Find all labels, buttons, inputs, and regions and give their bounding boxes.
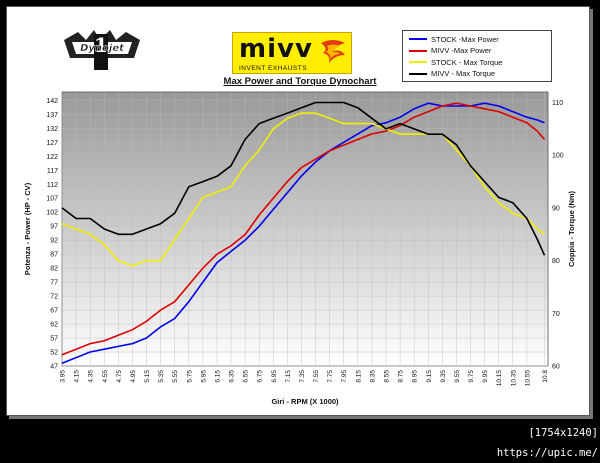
- x-tick-label: 7.35: [299, 370, 306, 383]
- y-tick-label: 127: [46, 140, 58, 147]
- x-tick-label: 6.55: [243, 370, 250, 383]
- legend-label: MIVV - Max Torque: [431, 69, 496, 78]
- y-tick-label: 57: [50, 336, 58, 343]
- y-tick-label: 92: [50, 238, 58, 245]
- legend-swatch: [409, 49, 427, 52]
- legend-item: MIVV -Max Power: [409, 45, 491, 57]
- legend-swatch: [409, 38, 427, 40]
- x-tick-label: 8.35: [369, 370, 376, 383]
- x-tick-label: 7.55: [313, 370, 320, 383]
- x-tick-label: 5.15: [144, 370, 151, 383]
- mivv-logo: mivv INVENT EXHAUSTS: [232, 32, 352, 74]
- dynojet-logo: 1 Dynojet: [64, 30, 140, 70]
- x-tick-label: 10.55: [524, 370, 531, 387]
- flame-icon: [321, 40, 345, 63]
- legend-item: MIVV - Max Torque: [409, 68, 495, 80]
- x-tick-label: 10.8: [542, 370, 549, 383]
- x-tick-label: 5.55: [172, 370, 179, 383]
- x-tick-label: 7.95: [341, 370, 348, 383]
- y2-tick-label: 110: [552, 100, 563, 107]
- legend: STOCK -Max Power MIVV -Max Power STOCK - M…: [402, 30, 552, 82]
- x-tick-label: 8.75: [398, 370, 405, 383]
- x-tick-label: 4.55: [102, 370, 109, 383]
- y2-tick-label: 90: [552, 205, 560, 212]
- mivv-tagline: INVENT EXHAUSTS: [239, 65, 308, 72]
- x-tick-label: 9.95: [482, 370, 489, 383]
- y2-tick-label: 100: [552, 153, 564, 160]
- y-tick-label: 72: [50, 294, 58, 301]
- x-tick-label: 4.35: [88, 370, 95, 383]
- y2-axis-label: Coppia - Torque (Nm): [567, 190, 576, 267]
- y-tick-label: 82: [50, 266, 58, 273]
- x-tick-label: 5.75: [186, 370, 193, 383]
- x-tick-label: 8.15: [355, 370, 362, 383]
- y-tick-label: 112: [47, 182, 58, 189]
- x-tick-label: 4.75: [116, 370, 123, 383]
- y-tick-label: 102: [46, 210, 58, 217]
- x-tick-label: 10.35: [510, 370, 517, 387]
- y-tick-label: 77: [50, 280, 58, 287]
- legend-item: STOCK -Max Power: [409, 33, 499, 45]
- svg-text:Dynojet: Dynojet: [80, 43, 125, 54]
- y-tick-label: 107: [46, 196, 58, 203]
- x-axis-label: Giri - RPM (X 1000): [271, 397, 339, 406]
- x-tick-label: 7.75: [327, 370, 334, 383]
- legend-swatch: [409, 72, 427, 75]
- y-tick-label: 142: [46, 98, 58, 105]
- x-tick-label: 9.55: [454, 370, 461, 383]
- x-tick-label: 6.35: [229, 370, 236, 383]
- x-tick-label: 6.15: [214, 370, 221, 383]
- mivv-wordmark: mivv: [239, 34, 313, 64]
- legend-label: MIVV -Max Power: [431, 46, 492, 55]
- x-tick-label: 8.95: [412, 370, 419, 383]
- y-tick-label: 137: [46, 112, 58, 119]
- x-tick-label: 5.35: [158, 370, 165, 383]
- image-host-footer: [1754x1240] https://upic.me/: [428, 423, 600, 459]
- legend-label: STOCK -Max Power: [431, 34, 499, 44]
- y-tick-label: 87: [50, 252, 58, 259]
- y-tick-label: 132: [46, 126, 58, 133]
- series-line-0: [61, 102, 545, 364]
- x-tick-label: 3.95: [60, 370, 67, 383]
- x-tick-label: 9.75: [468, 370, 475, 383]
- x-tick-label: 4.95: [130, 370, 137, 383]
- x-tick-label: 9.35: [440, 370, 447, 383]
- y-tick-label: 62: [50, 322, 58, 329]
- y2-tick-label: 80: [552, 258, 560, 265]
- y-axis-label: Potenza - Power (HP - CV): [23, 182, 32, 275]
- legend-label: STOCK - Max Torque: [431, 57, 503, 67]
- plot-area: [61, 91, 549, 367]
- svg-text:1: 1: [94, 33, 108, 57]
- legend-swatch: [409, 61, 427, 63]
- y-tick-label: 47: [50, 364, 58, 371]
- chart-title: Max Power and Torque Dynochart: [223, 76, 377, 87]
- x-tick-label: 10.15: [496, 370, 503, 387]
- series-line-3: [61, 101, 546, 256]
- legend-item: STOCK - Max Torque: [409, 56, 502, 68]
- x-tick-label: 6.75: [257, 370, 264, 383]
- x-tick-label: 6.95: [271, 370, 278, 383]
- y-tick-label: 52: [50, 350, 58, 357]
- dyno-chart: 3.95 4.15 4.35 4.55 4.75 4.95 5.15 5.35 5.55 5.75…: [23, 91, 576, 406]
- x-tick-label: 9.15: [426, 370, 433, 383]
- y-tick-label: 117: [47, 168, 58, 175]
- y2-tick-label: 60: [552, 364, 560, 371]
- y2-tick-label: 70: [552, 311, 560, 318]
- x-tick-label: 8.55: [384, 370, 391, 383]
- x-tick-label: 5.95: [200, 370, 207, 383]
- y-tick-label: 67: [50, 308, 58, 315]
- x-tick-label: 7.15: [285, 370, 292, 383]
- y-tick-label: 97: [50, 224, 58, 231]
- x-tick-label: 4.15: [74, 370, 81, 383]
- y-tick-label: 122: [46, 154, 58, 161]
- series-line-1: [61, 102, 546, 356]
